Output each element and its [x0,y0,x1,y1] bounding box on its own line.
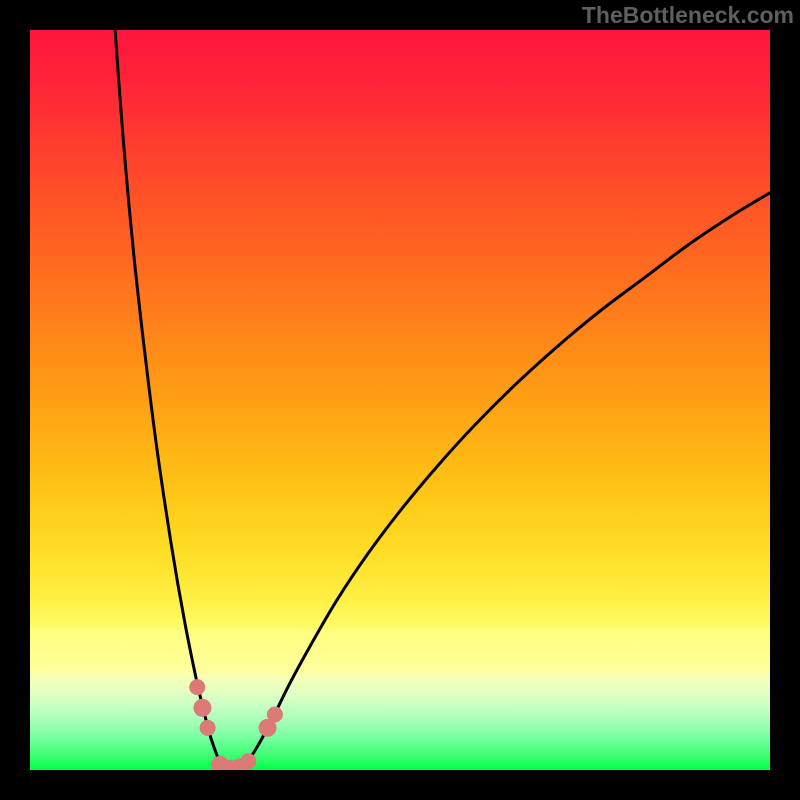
marker-point [267,707,283,723]
marker-group [189,679,283,770]
left-curve [115,30,227,770]
right-curve [228,193,770,770]
marker-point [200,720,216,736]
watermark-text: TheBottleneck.com [582,2,794,29]
marker-point [189,679,205,695]
curves-svg [30,30,770,770]
marker-point [193,699,211,717]
marker-point [240,753,256,769]
plot-area [30,30,770,770]
